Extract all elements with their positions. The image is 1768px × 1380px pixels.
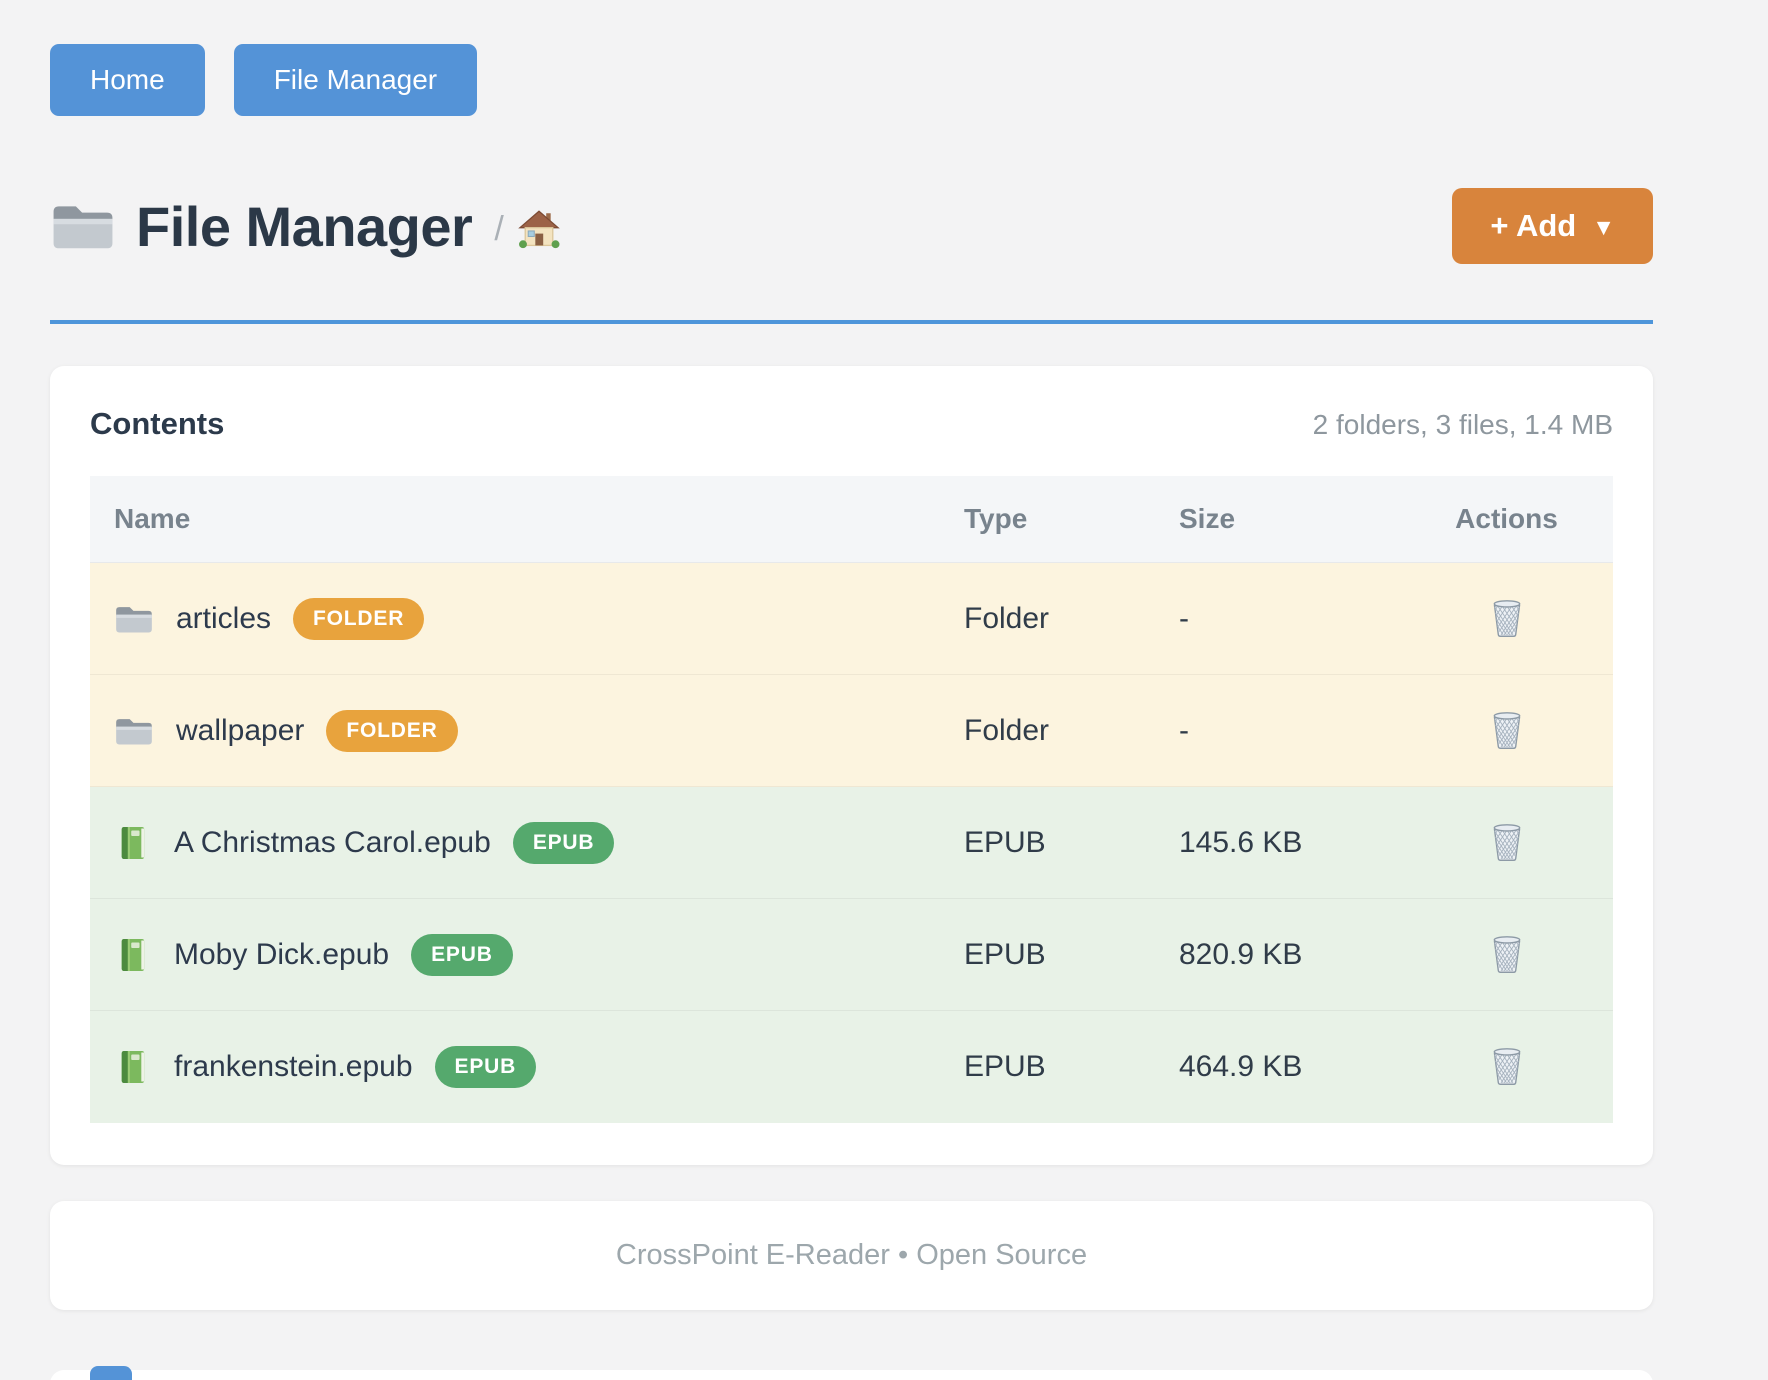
delete-button[interactable] — [1482, 928, 1532, 980]
type-cell: EPUB — [964, 937, 1046, 971]
home-icon[interactable] — [518, 208, 560, 250]
size-cell: - — [1179, 713, 1189, 747]
caret-down-icon: ▼ — [1592, 214, 1615, 240]
trash-icon — [1488, 934, 1526, 974]
table-row: frankenstein.epub EPUB EPUB 464.9 KB — [90, 1010, 1613, 1123]
actions-cell — [1400, 899, 1613, 1011]
name-cell: frankenstein.epub EPUB — [90, 1011, 940, 1123]
type-badge: EPUB — [434, 1045, 537, 1088]
actions-cell — [1400, 563, 1613, 675]
name-cell: A Christmas Carol.epub EPUB — [90, 787, 940, 899]
type-cell: EPUB — [964, 1049, 1046, 1083]
trash-icon — [1488, 598, 1526, 638]
delete-button[interactable] — [1482, 592, 1532, 644]
contents-card: Contents 2 folders, 3 files, 1.4 MB Name… — [50, 366, 1653, 1165]
file-link[interactable]: A Christmas Carol.epub — [174, 825, 491, 859]
folder-link[interactable]: wallpaper — [176, 713, 305, 747]
footer: CrossPoint E-Reader • Open Source — [50, 1200, 1653, 1310]
nav-file-manager-button[interactable]: File Manager — [233, 44, 478, 116]
green-book-icon — [114, 824, 152, 862]
folder-icon — [114, 714, 154, 748]
next-card-cutoff — [50, 1370, 1653, 1380]
table-row: wallpaper FOLDER Folder - — [90, 674, 1613, 787]
title-divider — [50, 320, 1653, 324]
column-header-name: Name — [114, 503, 191, 534]
column-header-actions: Actions — [1455, 503, 1558, 534]
size-cell: 820.9 KB — [1179, 937, 1303, 971]
name-cell: articles FOLDER — [90, 563, 940, 675]
title-group: File Manager / — [50, 194, 560, 259]
type-badge: EPUB — [411, 933, 513, 976]
actions-cell — [1400, 675, 1613, 787]
actions-cell — [1400, 787, 1613, 899]
type-badge: FOLDER — [326, 709, 458, 752]
cutoff-button-sliver — [90, 1366, 132, 1380]
table-row: Moby Dick.epub EPUB EPUB 820.9 KB — [90, 898, 1613, 1011]
card-title: Contents — [90, 406, 225, 441]
card-header: Contents 2 folders, 3 files, 1.4 MB — [90, 406, 1613, 442]
file-table: Name Type Size Actions articles FOLDER F… — [90, 476, 1613, 1123]
actions-cell — [1400, 1011, 1613, 1123]
type-cell: Folder — [964, 713, 1050, 747]
green-book-icon — [114, 936, 152, 974]
add-button-label: + Add — [1490, 208, 1577, 243]
contents-summary: 2 folders, 3 files, 1.4 MB — [1312, 409, 1613, 440]
type-cell: Folder — [964, 601, 1050, 635]
folder-icon — [114, 602, 154, 636]
breadcrumb-separator: / — [494, 209, 504, 248]
footer-text: CrossPoint E-Reader • Open Source — [615, 1238, 1088, 1271]
name-cell: Moby Dick.epub EPUB — [90, 899, 940, 1011]
folder-link[interactable]: articles — [176, 601, 272, 635]
delete-button[interactable] — [1482, 704, 1532, 756]
delete-button[interactable] — [1482, 816, 1532, 868]
page-title: File Manager — [136, 194, 473, 258]
type-cell: EPUB — [964, 825, 1046, 859]
top-navigation: Home File Manager — [50, 0, 1653, 116]
delete-button[interactable] — [1482, 1040, 1532, 1092]
table-header-row: Name Type Size Actions — [90, 476, 1613, 563]
trash-icon — [1488, 710, 1526, 750]
size-cell: 464.9 KB — [1179, 1049, 1303, 1083]
table-row: A Christmas Carol.epub EPUB EPUB 145.6 K… — [90, 786, 1613, 899]
nav-home-button[interactable]: Home — [50, 44, 205, 116]
folder-icon — [50, 198, 116, 254]
type-badge: EPUB — [512, 821, 615, 864]
size-cell: - — [1179, 601, 1189, 635]
green-book-icon — [114, 1048, 152, 1086]
trash-icon — [1488, 822, 1526, 862]
column-header-size: Size — [1179, 503, 1236, 534]
file-link[interactable]: Moby Dick.epub — [174, 937, 390, 971]
name-cell: wallpaper FOLDER — [90, 675, 940, 787]
add-button[interactable]: + Add ▼ — [1452, 188, 1653, 264]
column-header-type: Type — [964, 503, 1028, 534]
type-badge: FOLDER — [293, 597, 425, 640]
trash-icon — [1488, 1046, 1526, 1086]
page-header: File Manager / + Add ▼ — [50, 188, 1653, 264]
size-cell: 145.6 KB — [1179, 825, 1303, 859]
file-link[interactable]: frankenstein.epub — [174, 1049, 413, 1083]
table-row: articles FOLDER Folder - — [90, 562, 1613, 675]
